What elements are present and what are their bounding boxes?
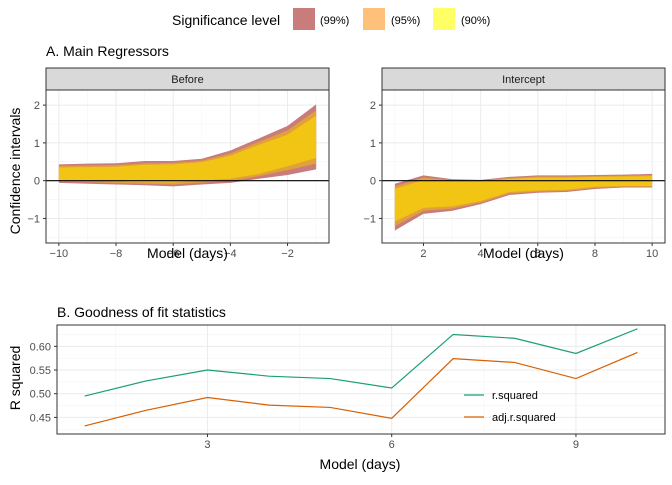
y-tick-label: 0.60 [30, 341, 51, 353]
panel-intercept: Intercept 2 4 6 8 10 −1 0 1 2 Model (days) [363, 67, 666, 261]
x-tick-label: −4 [224, 248, 237, 260]
y-tick-label: 1 [370, 138, 376, 150]
gof-lines [84, 328, 638, 427]
panel-intercept-xlabel: Model (days) [483, 245, 564, 261]
gof-legend-label-r-squared: r.squared [492, 390, 538, 402]
band-90 [58, 115, 317, 183]
legend-title: Significance level [172, 12, 280, 28]
legend-swatch-99 [293, 8, 315, 30]
x-tick-label: 8 [592, 248, 598, 260]
panel-intercept-bands [382, 173, 665, 231]
legend-label-90: (90%) [461, 15, 490, 27]
panel-border [381, 89, 666, 244]
panel-before-xlabel: Model (days) [147, 245, 228, 261]
x-tick-label: 9 [573, 439, 579, 451]
x-tick-label: −10 [50, 248, 69, 260]
panel-border [56, 324, 666, 435]
gof-xlabel: Model (days) [320, 456, 401, 472]
legend: Significance level (99%) (95%) (90%) [172, 8, 490, 30]
x-tick-label: −6 [167, 248, 180, 260]
gof-axes: 3 6 9 0.45 0.50 0.55 0.60 [30, 324, 666, 451]
y-tick-label: −1 [363, 213, 376, 225]
y-tick-label: 0 [370, 176, 376, 188]
strip-label-intercept: Intercept [502, 74, 545, 86]
legend-swatch-95 [363, 8, 385, 30]
panel-border [45, 89, 330, 244]
strip-label-before: Before [171, 74, 203, 86]
section-b-title: B. Goodness of fit statistics [57, 304, 226, 320]
gof-legend: r.squared adj.r.squared [464, 390, 556, 424]
y-tick-label: 0.55 [30, 365, 51, 377]
x-tick-label: 6 [389, 439, 395, 451]
y-tick-label: 0.50 [30, 389, 51, 401]
x-tick-label: 2 [420, 248, 426, 260]
y-tick-label: 0 [34, 176, 40, 188]
panel-goodness-of-fit: 3 6 9 0.45 0.50 0.55 0.60 r.squared adj.r.squa… [7, 324, 666, 472]
panel-intercept-axes: 2 4 6 8 10 −1 0 1 2 [363, 89, 666, 260]
legend-swatch-90 [433, 8, 455, 30]
panel-before-bands [46, 104, 329, 187]
x-tick-label: 10 [646, 248, 658, 260]
gof-legend-label-adj-r-squared: adj.r.squared [492, 412, 556, 424]
panel-a-ylabel: Confidence intervals [7, 108, 23, 235]
y-tick-label: 1 [34, 138, 40, 150]
x-tick-label: 4 [478, 248, 484, 260]
section-a-title: A. Main Regressors [46, 43, 169, 59]
x-tick-label: 3 [204, 439, 210, 451]
legend-label-99: (99%) [320, 15, 349, 27]
y-tick-label: 2 [34, 100, 40, 112]
x-tick-label: 6 [535, 248, 541, 260]
series-line-r-squared [84, 328, 638, 397]
panel-intercept-grid [382, 90, 665, 243]
y-tick-label: −1 [27, 213, 40, 225]
gof-grid [57, 325, 665, 434]
band-90 [394, 176, 653, 222]
gof-ylabel: R squared [7, 346, 23, 411]
legend-label-95: (95%) [391, 15, 420, 27]
x-tick-label: −2 [281, 248, 294, 260]
y-tick-label: 2 [370, 100, 376, 112]
y-tick-label: 0.45 [30, 412, 51, 424]
x-tick-label: −8 [110, 248, 123, 260]
series-line-adj-r-squared [84, 351, 638, 427]
